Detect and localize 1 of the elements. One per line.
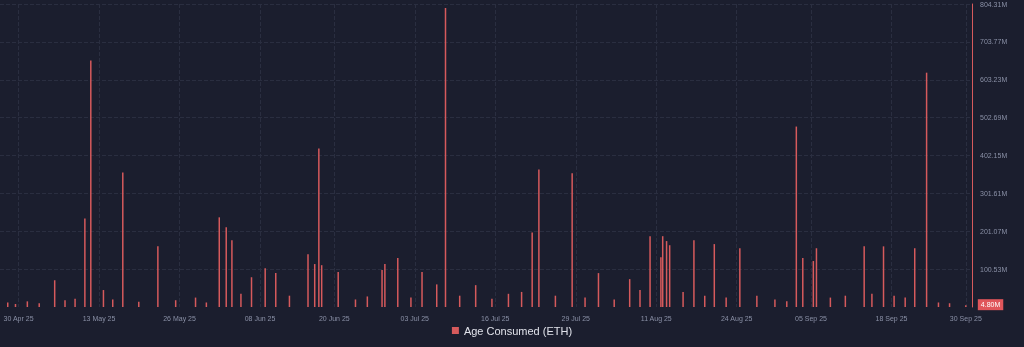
legend-label: Age Consumed (ETH) — [463, 324, 573, 337]
